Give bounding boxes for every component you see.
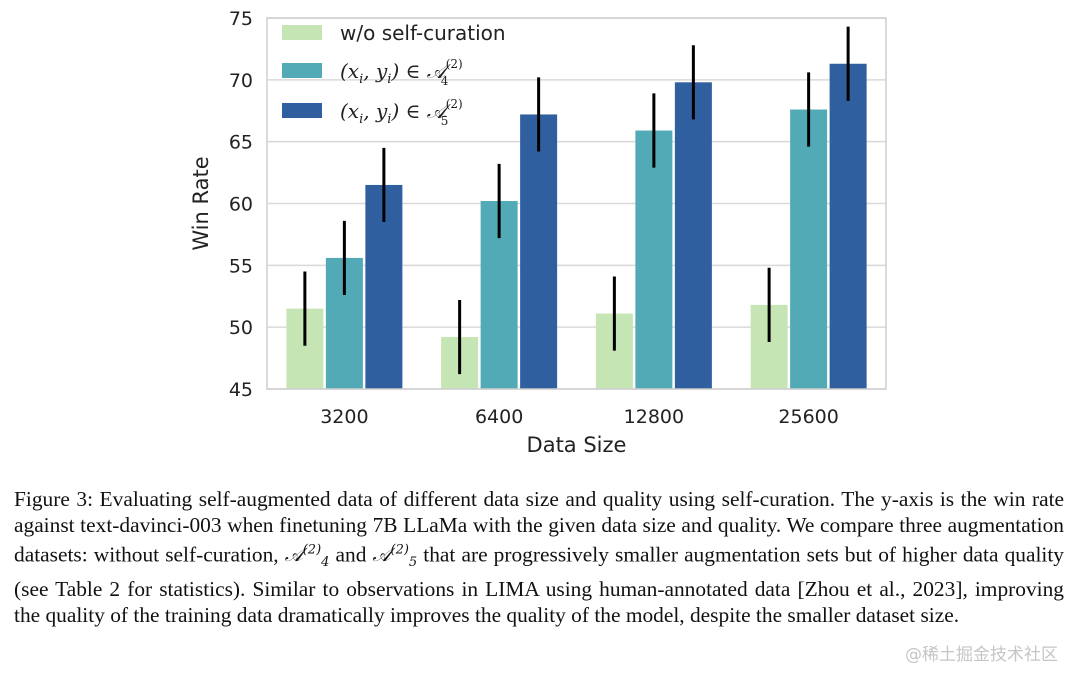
x-tick-label: 25600 bbox=[778, 406, 838, 428]
y-tick-label: 45 bbox=[229, 379, 253, 401]
plot-frame bbox=[266, 17, 887, 390]
watermark: @稀土掘金技术社区 bbox=[905, 645, 1058, 665]
bar bbox=[829, 63, 867, 390]
y-tick-labels: 45 50 55 60 65 70 75 bbox=[229, 8, 253, 401]
y-tick-label: 70 bbox=[229, 70, 253, 92]
caption-part-2: and bbox=[329, 542, 373, 567]
caption-part-3: that are progressively smaller augmentat… bbox=[14, 542, 1064, 628]
y-tick-label: 50 bbox=[229, 317, 253, 339]
y-tick-label: 55 bbox=[229, 255, 253, 277]
x-tick-label: 12800 bbox=[624, 406, 684, 428]
legend-label-3: (xi, yi) ∈ 𝒜(2) 5 bbox=[340, 97, 463, 128]
bar bbox=[635, 130, 673, 389]
caption-part-1: Figure 3: Evaluating self-augmented data… bbox=[14, 487, 1064, 567]
x-axis-title: Data Size bbox=[527, 433, 627, 457]
y-tick-label: 65 bbox=[229, 132, 253, 154]
x-tick-labels: 3200 6400 12800 25600 bbox=[320, 406, 839, 428]
caption-math-a4: 𝒜(2)4 bbox=[284, 543, 330, 571]
legend: w/o self-curation (xi, yi) ∈ 𝒜(2) 4 (xi, … bbox=[282, 21, 506, 128]
bar bbox=[674, 82, 712, 389]
x-tick-label: 3200 bbox=[320, 406, 368, 428]
figure-caption: Figure 3: Evaluating self-augmented data… bbox=[14, 486, 1064, 628]
y-tick-label: 60 bbox=[229, 194, 253, 216]
legend-label-1: w/o self-curation bbox=[340, 21, 506, 45]
y-tick-label: 75 bbox=[229, 8, 253, 30]
bar-chart: 45 50 55 60 65 70 75 3200 6400 12800 25600 Win Ra… bbox=[189, 8, 887, 457]
legend-swatch-2 bbox=[282, 63, 322, 78]
y-axis-title: Win Rate bbox=[189, 156, 213, 250]
bar bbox=[520, 114, 558, 390]
error-bars bbox=[303, 26, 850, 375]
legend-swatch-1 bbox=[282, 25, 322, 40]
caption-math-a5: 𝒜(2)5 bbox=[372, 543, 418, 571]
bar bbox=[790, 109, 828, 389]
legend-swatch-3 bbox=[282, 103, 322, 118]
x-tick-label: 6400 bbox=[475, 406, 523, 428]
legend-label-2: (xi, yi) ∈ 𝒜(2) 4 bbox=[340, 57, 463, 88]
